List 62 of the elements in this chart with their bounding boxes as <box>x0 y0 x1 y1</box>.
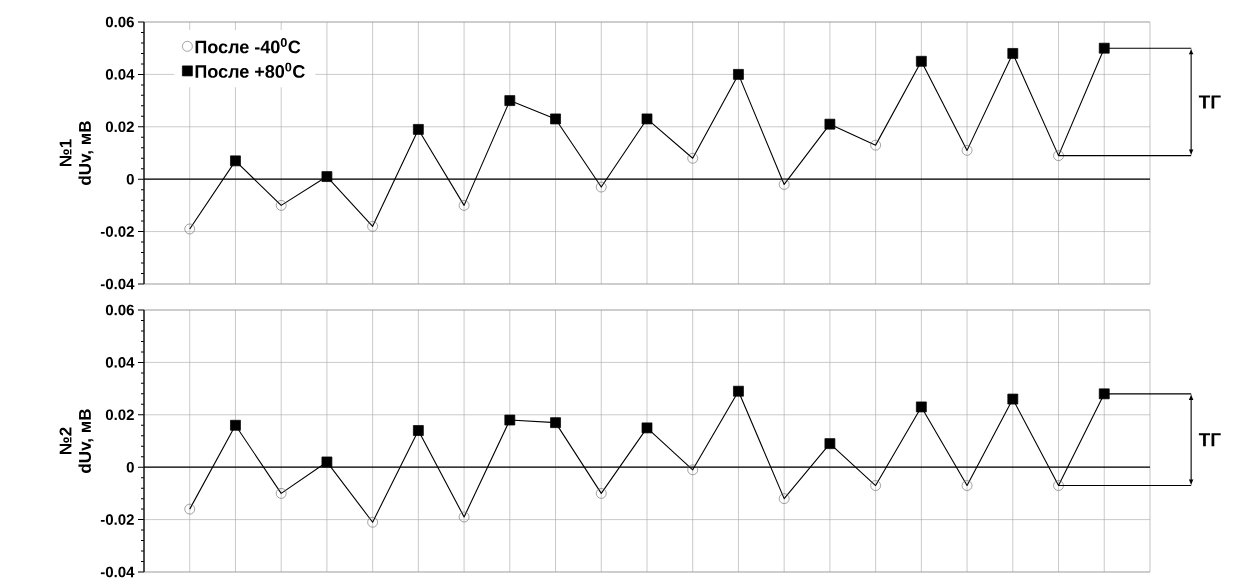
point <box>275 200 287 211</box>
point <box>413 425 424 436</box>
point <box>1053 480 1064 491</box>
y-tick-label: -0.04 <box>100 566 135 578</box>
point <box>687 153 699 164</box>
y-tick-label: 0 <box>126 461 134 473</box>
y-tick-label: 0.06 <box>105 304 134 316</box>
point <box>824 118 836 130</box>
point <box>595 488 607 499</box>
point <box>641 422 653 434</box>
point <box>504 95 516 107</box>
point <box>321 456 333 468</box>
point <box>1007 393 1019 405</box>
point <box>275 488 287 499</box>
point <box>1098 388 1110 400</box>
y-axis-title: dUv, мВ <box>78 121 94 185</box>
point <box>687 464 699 476</box>
point <box>550 113 561 125</box>
y-tick-label: -0.02 <box>100 514 134 525</box>
point <box>641 113 653 125</box>
y-tick-label: 0.06 <box>105 16 134 28</box>
text: ТГ <box>1198 95 1221 109</box>
point <box>184 223 196 235</box>
point <box>870 139 881 151</box>
y-tick-label: 0 <box>126 173 134 185</box>
y-tick-label: 0.04 <box>105 69 135 80</box>
point <box>1007 48 1019 59</box>
text: №2 <box>59 427 72 455</box>
point <box>550 417 561 429</box>
point <box>321 171 333 182</box>
point <box>1053 150 1064 161</box>
point <box>367 221 378 232</box>
point <box>778 179 790 190</box>
point <box>230 155 241 167</box>
point <box>916 56 927 67</box>
point <box>870 480 881 491</box>
text: ТГ <box>1198 433 1221 447</box>
point <box>733 385 744 397</box>
point <box>367 516 378 528</box>
point <box>595 181 607 193</box>
point <box>916 401 927 413</box>
point <box>413 124 424 135</box>
point <box>961 480 973 491</box>
text: №1 <box>59 139 72 167</box>
point <box>184 503 196 515</box>
point <box>961 145 973 156</box>
y-tick-label: -0.02 <box>100 226 134 237</box>
y-tick-label: 0.02 <box>105 409 134 421</box>
point <box>1098 42 1110 54</box>
legend-label: После +80$^{0}$С <box>195 62 305 78</box>
y-tick-label: 0.04 <box>105 357 135 368</box>
y-tick-label: -0.04 <box>100 278 135 290</box>
point <box>458 511 470 523</box>
point <box>824 438 836 450</box>
point <box>504 414 516 426</box>
point <box>733 69 744 80</box>
point <box>778 493 790 504</box>
y-tick-label: 0.02 <box>105 121 134 133</box>
legend-label: После -40$^{0}$С <box>195 38 301 54</box>
y-axis-title: dUv, мВ <box>78 409 94 473</box>
point <box>458 200 470 211</box>
point <box>230 419 241 431</box>
